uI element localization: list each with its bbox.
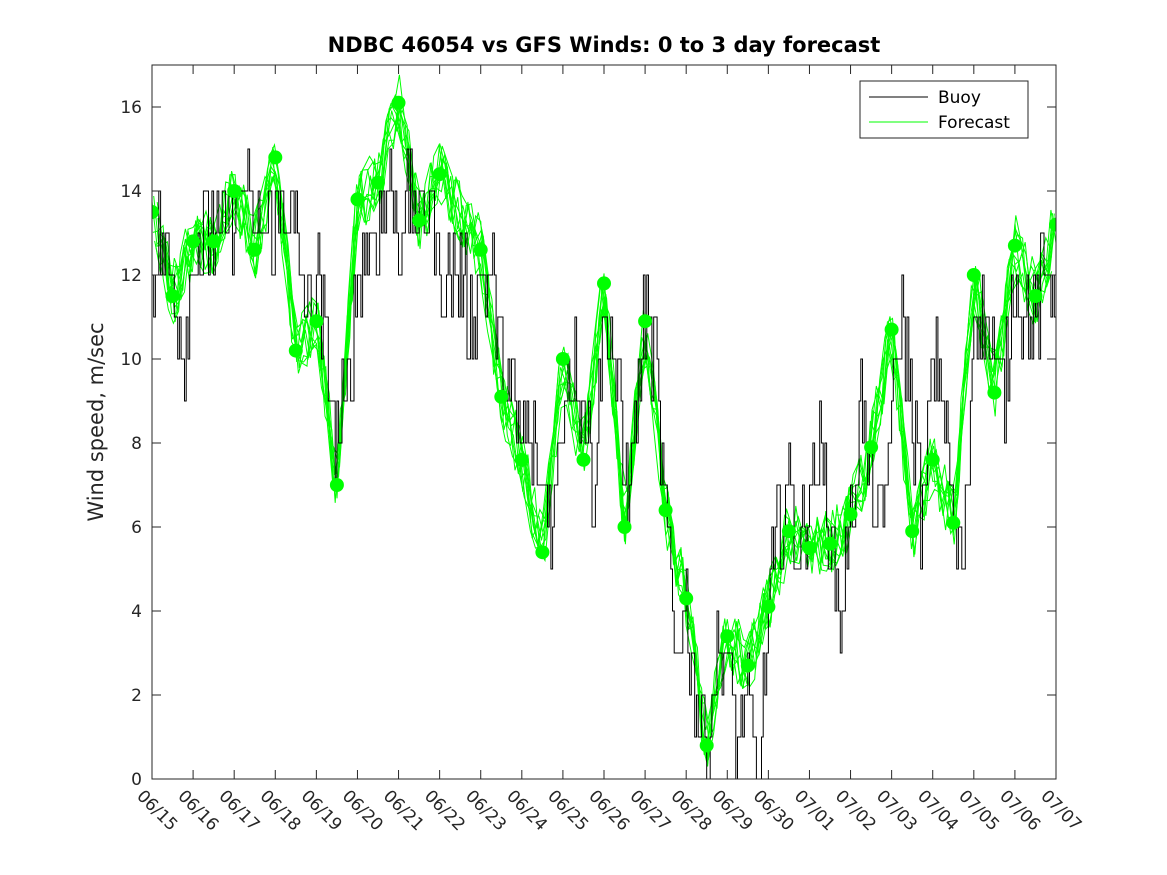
forecast-point — [905, 524, 920, 539]
forecast-point — [371, 175, 385, 190]
forecast-point — [925, 452, 940, 467]
forecast-point — [535, 545, 550, 560]
y-tick-label: 12 — [120, 266, 142, 286]
y-tick-label: 2 — [131, 686, 142, 706]
forecast-point — [946, 515, 961, 530]
forecast-point — [761, 599, 776, 614]
x-tick-label: 06/30 — [749, 786, 798, 835]
x-tick-label: 06/19 — [297, 786, 346, 835]
forecast-point — [391, 95, 406, 110]
x-tick-label: 07/02 — [831, 786, 880, 835]
forecast-point — [152, 205, 159, 219]
forecast-point — [350, 192, 365, 207]
x-tick-label: 07/04 — [913, 786, 962, 835]
forecast-line — [158, 108, 1054, 761]
forecast-point — [1049, 217, 1056, 232]
forecast-point — [329, 478, 344, 492]
forecast-line — [159, 102, 1054, 746]
legend-label-forecast: Forecast — [938, 113, 1010, 133]
x-tick-label: 07/01 — [790, 786, 839, 835]
x-tick-label: 06/24 — [502, 786, 551, 835]
x-tick-label: 06/20 — [338, 786, 387, 835]
forecast-point — [206, 234, 221, 249]
forecast-point — [165, 289, 180, 303]
x-tick-label: 06/15 — [132, 786, 181, 835]
forecast-point — [473, 242, 488, 257]
y-axis: 0 2 4 6 8 10 12 14 16 — [120, 98, 1056, 790]
x-tick-label: 06/29 — [708, 786, 757, 835]
forecast-point — [1007, 238, 1022, 253]
x-tick-label: 07/03 — [872, 786, 921, 835]
x-tick-label: 06/28 — [667, 786, 716, 835]
plot-area — [152, 65, 1056, 779]
forecast-point — [987, 385, 1002, 400]
forecast-point — [864, 440, 879, 455]
forecast-point — [514, 452, 529, 467]
forecast-point — [555, 352, 570, 366]
x-tick-label: 07/05 — [954, 786, 1003, 835]
x-tick-label: 07/06 — [995, 786, 1044, 835]
forecast-point — [412, 213, 427, 228]
forecast-point — [617, 520, 632, 534]
y-tick-label: 8 — [131, 434, 142, 454]
y-tick-label: 16 — [120, 98, 142, 118]
forecast-point — [781, 524, 796, 539]
x-tick-label: 06/26 — [584, 786, 633, 835]
x-tick-label: 06/18 — [256, 786, 305, 835]
y-tick-label: 6 — [131, 518, 142, 538]
forecast-point — [823, 536, 837, 551]
forecast-point — [740, 658, 755, 673]
x-tick-label: 06/22 — [420, 786, 469, 835]
forecast-point — [966, 268, 981, 282]
chart-title: NDBC 46054 vs GFS Winds: 0 to 3 day fore… — [328, 33, 881, 57]
forecast-point — [1028, 289, 1043, 303]
x-tick-label: 07/07 — [1036, 786, 1085, 835]
forecast-point — [699, 738, 714, 753]
forecast-point — [186, 234, 201, 249]
forecast-point — [720, 629, 735, 644]
legend-label-buoy: Buoy — [938, 88, 981, 108]
x-tick-label: 06/21 — [379, 786, 428, 835]
y-axis-label: Wind speed, m/sec — [84, 322, 108, 521]
x-tick-label: 06/25 — [543, 786, 592, 835]
forecast-point — [884, 322, 899, 337]
x-tick-label: 06/27 — [626, 786, 675, 835]
y-tick-label: 4 — [131, 602, 142, 622]
forecast-point — [802, 541, 817, 555]
y-tick-label: 10 — [120, 350, 142, 370]
forecast-point — [247, 242, 262, 257]
x-tick-label: 06/23 — [461, 786, 510, 835]
series-layer — [152, 74, 1056, 779]
forecast-point — [576, 452, 591, 467]
legend: Buoy Forecast — [859, 80, 1029, 139]
y-tick-label: 14 — [120, 182, 142, 202]
forecast-point — [843, 507, 858, 522]
forecast-point — [432, 167, 447, 182]
y-tick-label: 0 — [131, 770, 142, 790]
forecast-point — [597, 276, 611, 291]
x-tick-label: 06/17 — [215, 786, 264, 835]
forecast-point — [494, 389, 509, 404]
forecast-point — [288, 343, 303, 358]
forecast-point — [658, 503, 673, 518]
forecast-point — [268, 150, 283, 165]
forecast-point — [638, 314, 653, 329]
forecast-point — [679, 591, 694, 606]
forecast-point — [227, 184, 242, 198]
forecast-point — [309, 314, 324, 329]
legend-box — [859, 80, 1029, 139]
x-tick-label: 06/16 — [174, 786, 223, 835]
